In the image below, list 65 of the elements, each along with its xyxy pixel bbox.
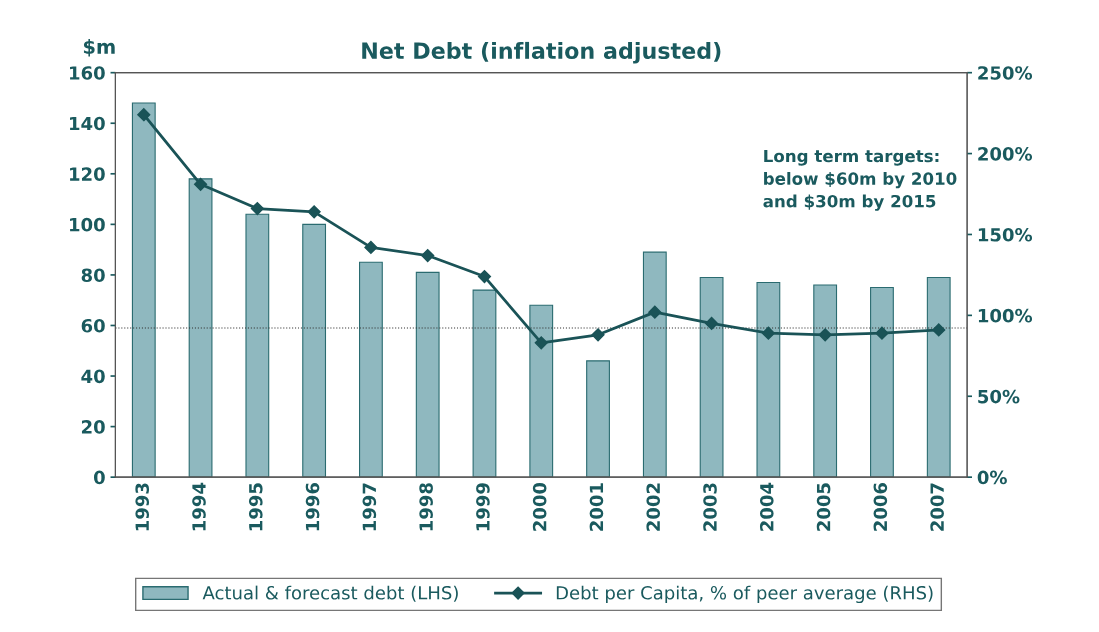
x-tick-label: 1996 [305,482,320,531]
y-tick-label: 0 [93,470,105,485]
x-tick-label: 2001 [589,483,604,531]
bar [131,102,156,478]
x-tick-label: 1994 [192,482,206,531]
point [648,305,662,319]
bar [926,276,951,478]
point [591,328,605,342]
bar [302,223,327,478]
annotation: Long term targets: below $60m by 2010 and $30m by 2015 [763,149,957,211]
point [705,316,719,331]
y2-tick-label: 100% [978,308,1033,323]
point [761,326,775,340]
x-tick-label: 2005 [816,483,831,531]
bar [870,287,894,478]
x-tick-label: 2004 [759,482,774,531]
y-tick-label: 60 [81,318,105,333]
y-tick-label: 160 [70,66,105,80]
point [534,336,548,350]
y-tick-label: 80 [81,268,105,283]
x-tick-label: 2002 [646,483,661,531]
bar [188,178,213,478]
y-tick-label: 100 [70,217,105,232]
point [818,328,832,342]
point [932,323,946,337]
x-tick-label: 2000 [532,482,547,531]
point [250,201,264,216]
point [137,108,151,122]
y2-tick-label: 0% [977,470,1007,485]
x-tick-label: 1993 [135,483,150,531]
bar [813,284,838,478]
point [421,248,435,263]
bar [245,213,270,478]
y-tick-label: 20 [81,420,105,434]
bar [756,281,781,478]
y2-tick-label: 200% [978,147,1033,161]
point [875,326,889,340]
bar [586,360,610,478]
point [477,269,492,284]
bar [699,276,724,478]
bar [359,261,383,478]
y-tick-label: 140 [70,116,105,131]
point [307,205,321,219]
y-axis-title: $m [83,38,115,57]
y2-tick-label: 250% [978,66,1033,80]
x-tick-label: 1995 [248,483,263,531]
chart-title: Net Debt (inflation adjusted) [362,41,721,64]
bar [529,304,554,478]
x-tick-label: 1999 [476,483,490,531]
x-tick-label: 1997 [362,483,377,531]
y-tick-label: 120 [70,167,105,181]
bar [415,271,440,478]
legend-label: Debt per Capita, % of peer average (RHS) [556,585,933,604]
x-tick-label: 2006 [873,482,888,531]
y-tick-label: 40 [81,369,105,384]
bar [642,251,667,478]
x-tick-label: 2007 [930,483,944,531]
y2-tick-label: 50% [978,389,1020,404]
legend-label: Actual & forecast debt (LHS) [202,585,458,602]
bar [472,289,497,478]
x-tick-label: 2003 [703,483,717,531]
y2-tick-label: 150% [978,227,1033,242]
point [364,240,378,255]
x-tick-label: 1998 [419,483,433,531]
point [193,177,208,191]
